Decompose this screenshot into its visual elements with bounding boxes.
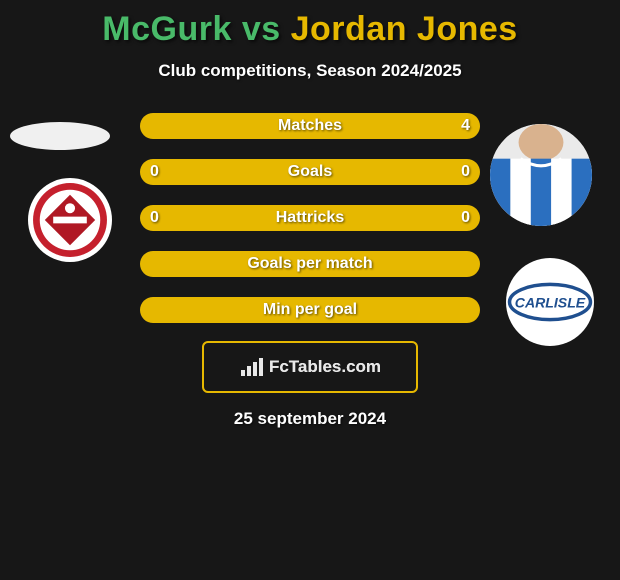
footer-date: 25 september 2024 <box>0 409 620 429</box>
svg-text:CARLISLE: CARLISLE <box>515 294 586 310</box>
stat-left-value: 0 <box>150 159 159 185</box>
stat-row-matches: Matches 4 <box>140 113 480 139</box>
stat-label: Goals <box>288 163 332 181</box>
stat-right-value: 4 <box>461 113 470 139</box>
subtitle: Club competitions, Season 2024/2025 <box>0 61 620 81</box>
stat-row-goals-per-match: Goals per match <box>140 251 480 277</box>
stat-label: Min per goal <box>263 301 357 319</box>
jersey-icon <box>490 124 592 226</box>
title-vs: vs <box>232 10 291 48</box>
left-player-avatar <box>10 122 110 150</box>
left-club-crest <box>28 178 112 262</box>
crest-icon <box>28 178 112 262</box>
stat-row-min-per-goal: Min per goal <box>140 297 480 323</box>
title-right: Jordan Jones <box>291 10 518 48</box>
stat-row-hattricks: 0 Hattricks 0 <box>140 205 480 231</box>
title-left: McGurk <box>102 10 232 48</box>
club-logo-icon: CARLISLE <box>506 258 594 346</box>
right-club-crest: CARLISLE <box>506 258 594 346</box>
stat-label: Hattricks <box>276 209 344 227</box>
stat-label: Goals per match <box>247 255 372 273</box>
stat-label: Matches <box>278 117 342 135</box>
stat-right-value: 0 <box>461 159 470 185</box>
right-player-avatar <box>490 124 592 226</box>
stats-container: Matches 4 0 Goals 0 0 Hattricks 0 Goals … <box>140 113 480 323</box>
stat-left-value: 0 <box>150 205 159 231</box>
bar-chart-icon <box>239 356 265 378</box>
footer-site-text: FcTables.com <box>269 357 381 377</box>
stat-row-goals: 0 Goals 0 <box>140 159 480 185</box>
page-title: McGurk vs Jordan Jones <box>0 0 620 49</box>
footer-site-badge: FcTables.com <box>202 341 418 393</box>
stat-right-value: 0 <box>461 205 470 231</box>
